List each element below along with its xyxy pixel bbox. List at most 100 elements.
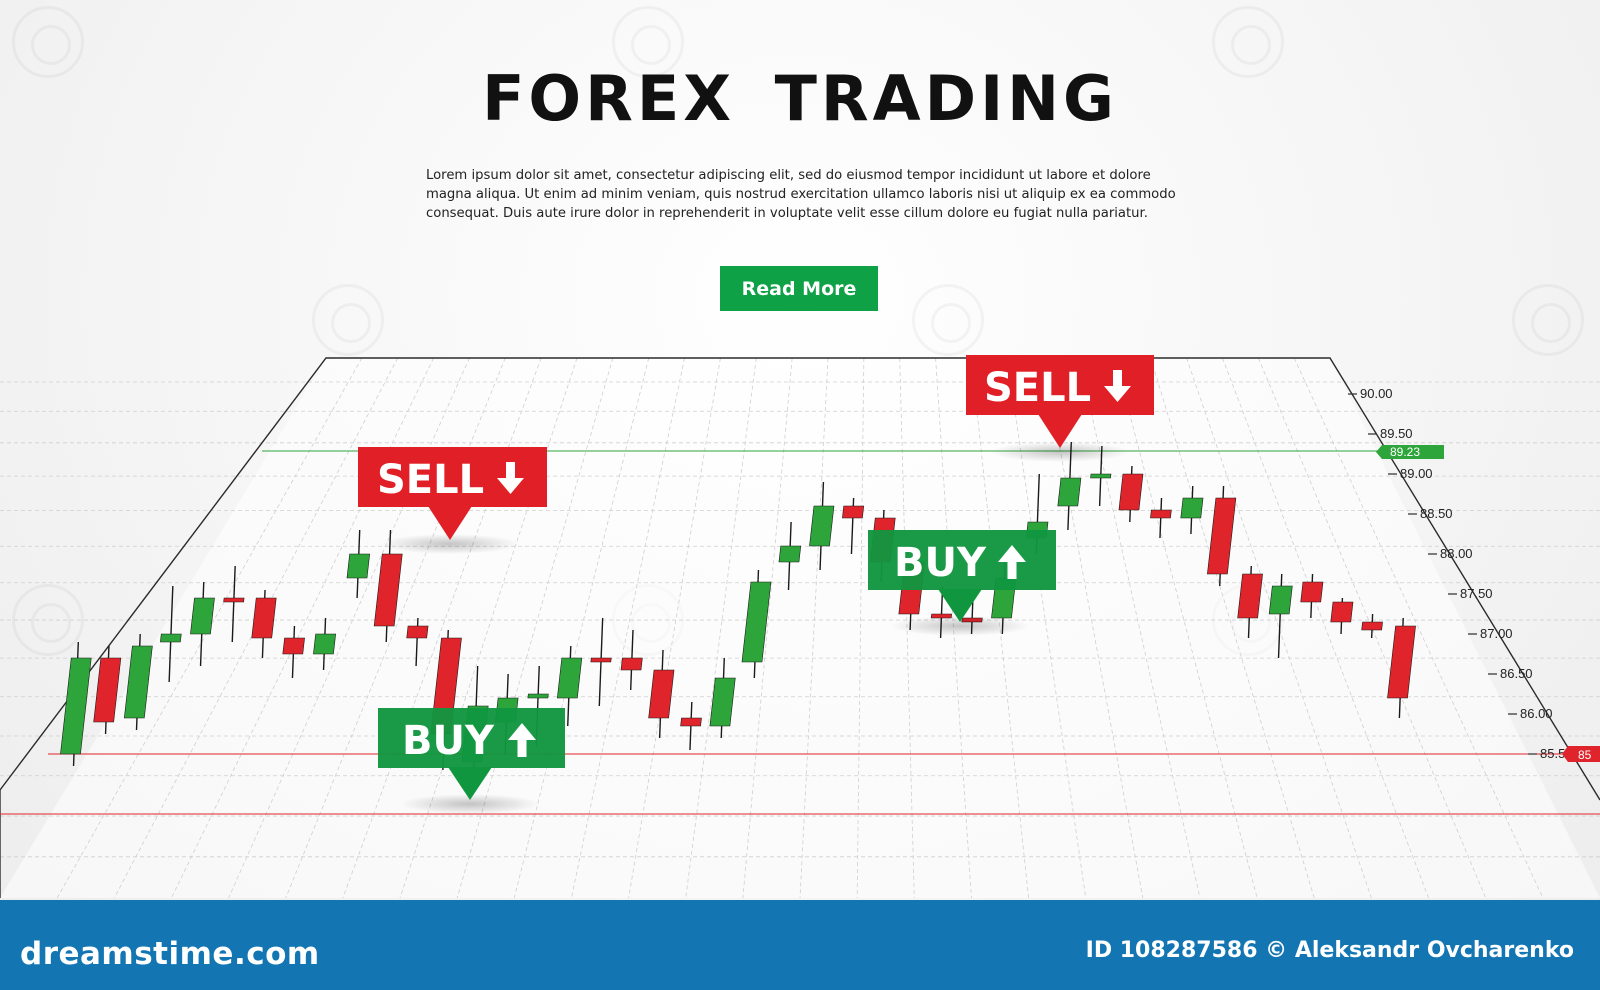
bearish-candle: [680, 717, 702, 727]
footer-bar: dreamstime.com ID 108287586 © Aleksandr …: [0, 900, 1600, 990]
bullish-candle: [778, 545, 802, 563]
badge-shadow: [380, 534, 520, 554]
bearish-candle: [648, 669, 675, 719]
bearish-candle: [282, 637, 305, 655]
bullish-candle: [1090, 473, 1112, 479]
bearish-candle: [842, 505, 865, 519]
watermark-ring: [612, 6, 684, 78]
axis-tick-label: 88.00: [1440, 546, 1473, 561]
grid-line: [456, 357, 614, 899]
watermark-ring: [1512, 284, 1584, 356]
sell-signal[interactable]: SELL: [966, 355, 1154, 462]
badge-shadow: [400, 794, 540, 814]
bearish-candle: [373, 553, 403, 627]
read-more-button[interactable]: Read More: [720, 266, 878, 311]
grid-line: [628, 357, 721, 899]
grid-line: [899, 357, 915, 899]
bullish-candle: [809, 505, 835, 547]
arrow-shaft: [517, 739, 527, 757]
buy-badge-pointer: [938, 589, 982, 622]
grid-line: [1114, 357, 1258, 899]
axis-tick-label: 89.00: [1400, 466, 1433, 481]
bullish-candle: [123, 645, 153, 719]
bearish-candle: [223, 597, 245, 603]
bearish-candle: [590, 657, 612, 663]
buy-label: BUY: [894, 540, 987, 586]
bearish-candle: [1118, 473, 1144, 511]
grid-line: [399, 357, 578, 899]
grid-line: [1150, 357, 1315, 899]
bullish-candle: [190, 597, 215, 635]
watermark-ring: [312, 284, 384, 356]
axis-tick-label: 86.00: [1520, 706, 1553, 721]
watermark-ring: [1212, 6, 1284, 78]
grid-line: [1222, 357, 1429, 899]
footer-logo[interactable]: dreamstime.com: [20, 936, 320, 972]
low-price-tag-label: 85: [1578, 748, 1592, 762]
grid-line: [799, 357, 829, 899]
bearish-candle: [1330, 601, 1354, 623]
arrow-up-icon: [998, 545, 1026, 579]
arrow-shaft: [506, 462, 515, 480]
buy-badge-pointer: [448, 767, 492, 800]
bullish-candle: [1268, 585, 1293, 615]
bullish-candle: [527, 693, 549, 699]
bearish-candle: [1300, 581, 1324, 603]
bullish-candle: [60, 657, 92, 755]
low-price-tag-bg: [1562, 746, 1600, 762]
bearish-candle: [93, 657, 122, 723]
sell-badge-pointer: [1038, 414, 1082, 448]
bearish-candle: [1150, 509, 1172, 519]
arrow-head: [497, 478, 524, 494]
sell-label: SELL: [984, 365, 1091, 411]
badge-shadow: [990, 442, 1130, 462]
arrow-down-icon: [1104, 370, 1131, 402]
bullish-candle: [709, 677, 736, 727]
hero-description: Lorem ipsum dolor sit amet, consectetur …: [426, 166, 1186, 223]
current-price-tag: 89.23: [1376, 445, 1444, 459]
grid-line: [571, 357, 685, 899]
hero-description-line: magna aliqua. Ut enim ad minim veniam, q…: [426, 187, 1176, 202]
sell-signal[interactable]: SELL: [358, 447, 547, 554]
buy-signal[interactable]: BUY: [868, 530, 1056, 636]
axis-tick-label: 88.50: [1420, 506, 1453, 521]
bullish-candle: [741, 581, 772, 663]
arrow-head: [1104, 386, 1131, 402]
watermark-ring: [912, 284, 984, 356]
axis-tick-label: 89.50: [1380, 426, 1413, 441]
watermark-ring: [12, 584, 84, 656]
page-title: FOREX TRADING: [482, 62, 1118, 135]
buy-signal[interactable]: BUY: [378, 708, 565, 814]
grid-line: [513, 357, 650, 899]
bearish-candle: [620, 657, 643, 671]
bullish-candle: [160, 633, 182, 643]
low-price-tag: 85: [1562, 746, 1600, 762]
bearish-candle: [1387, 625, 1416, 699]
sell-badge-pointer: [428, 506, 472, 540]
sell-label: SELL: [377, 457, 484, 503]
axis-tick-label: 85.50: [1540, 746, 1573, 761]
bearish-candle: [251, 597, 277, 639]
bullish-candle: [556, 657, 583, 699]
current-price-tag-label: 89.23: [1390, 445, 1420, 459]
arrow-shaft: [1007, 561, 1017, 579]
axis-tick-label: 90.00: [1360, 386, 1393, 401]
bearish-candle: [1207, 497, 1237, 575]
footer-credit: ID 108287586 © Aleksandr Ovcharenko: [1085, 938, 1574, 963]
bullish-candle: [1180, 497, 1204, 519]
hero-description-line: Lorem ipsum dolor sit amet, consectetur …: [426, 168, 1151, 183]
bullish-candle: [313, 633, 337, 655]
bearish-candle: [1237, 573, 1263, 619]
current-price-tag-bg: [1376, 445, 1444, 459]
chart-floor: [0, 358, 1600, 898]
bullish-candle: [1057, 477, 1082, 507]
buy-badge-bg: [868, 530, 1056, 590]
bullish-candle: [346, 553, 371, 579]
sell-badge-bg: [966, 355, 1154, 415]
axis-tick-label: 86.50: [1500, 666, 1533, 681]
axis-tick-label: 87.00: [1480, 626, 1513, 641]
grid-line: [285, 357, 506, 899]
chart-outline: [0, 357, 1600, 898]
arrow-down-icon: [497, 462, 524, 494]
